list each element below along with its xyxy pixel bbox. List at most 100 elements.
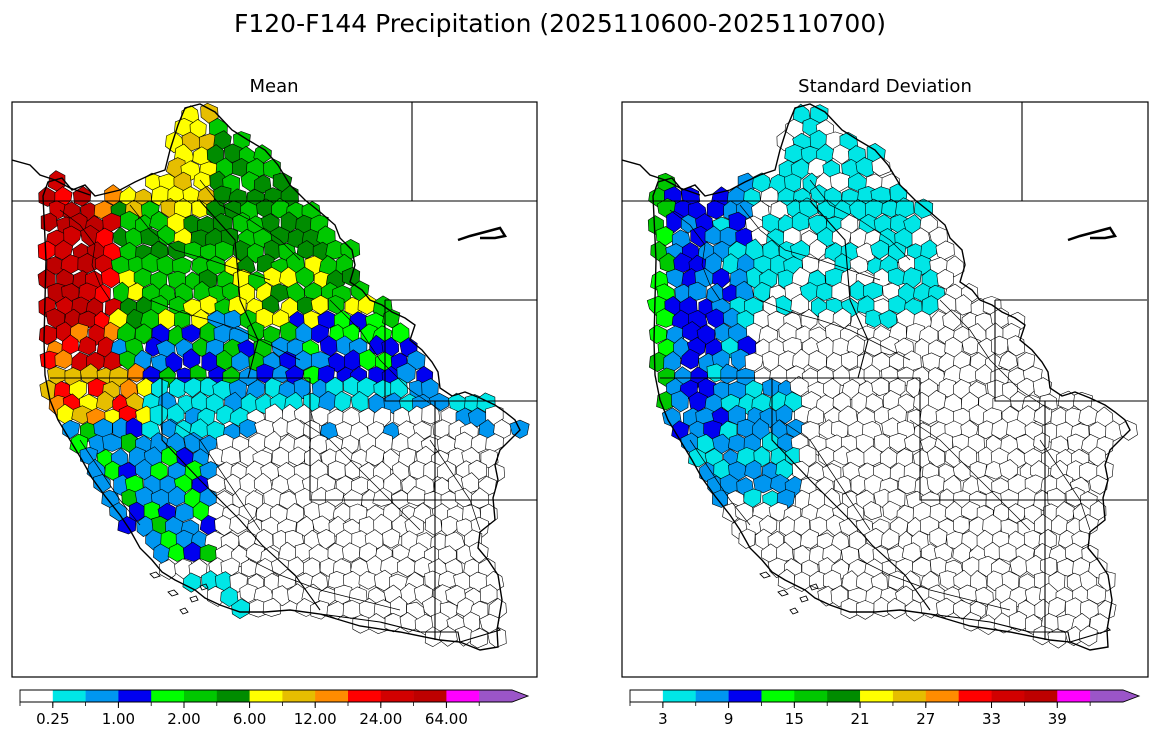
river-line [779, 419, 871, 531]
colorbar-bin [827, 690, 861, 702]
river-line [149, 299, 301, 361]
basin-cell [206, 474, 226, 494]
river-line [329, 299, 441, 411]
basin-cell [127, 282, 145, 302]
colorbar-bin [52, 690, 86, 702]
colorbar-tick-label: 6.00 [233, 710, 266, 728]
basin-cell [1006, 419, 1027, 439]
basin-cell [808, 350, 827, 371]
mean-colorbar: 0.25 1.00 2.00 6.00 12.00 24.00 64.00 [19, 689, 530, 728]
state-boundary [319, 613, 502, 643]
figure-title: F120-F144 Precipitation (2025110600-2025… [234, 9, 886, 38]
stddev-panel-title: Standard Deviation [798, 76, 972, 97]
colorbar-bin [991, 690, 1025, 702]
colorbar-bin [315, 690, 349, 702]
basin-cell [436, 460, 456, 481]
basin-cell [881, 528, 900, 550]
basin-cell [888, 295, 908, 314]
colorbar-tick-label: 1.00 [102, 710, 135, 728]
basin-cell [70, 322, 89, 343]
basin-cell [358, 571, 378, 590]
basin-cell [470, 627, 489, 649]
colorbar-tick-label: 9 [724, 710, 734, 728]
river-line [859, 559, 1011, 611]
colorbar-tick-label: 39 [1048, 710, 1067, 728]
basin-cell [78, 336, 97, 356]
stddev-map [622, 102, 1147, 651]
basin-cell [383, 392, 403, 414]
basin-cell [975, 364, 993, 385]
basin-cell [479, 584, 498, 604]
basin-cell [183, 431, 203, 454]
channel-island [179, 607, 189, 615]
basin-cell [946, 255, 965, 278]
basin-cell [399, 612, 418, 633]
colorbar-bin [860, 690, 894, 702]
lake-superior-shore [1067, 226, 1118, 242]
colorbar-bin [282, 690, 316, 702]
stddev-panel: Standard Deviation 3 9 15 21 27 33 39 [621, 76, 1149, 728]
river-line [79, 439, 141, 526]
basin-cell [863, 501, 882, 521]
basin-cell [54, 349, 74, 369]
colorbar-bin [630, 690, 664, 702]
basin-cell [95, 390, 114, 412]
basin-cell [666, 210, 684, 234]
colorbar-bin [1057, 690, 1091, 702]
river-line [759, 299, 911, 361]
basin-cell [929, 557, 948, 577]
colorbar-bin [118, 690, 152, 702]
basin-cell [871, 377, 890, 397]
channel-island [759, 571, 771, 579]
basin-cell [167, 485, 187, 507]
colorbar-tick-label: 33 [982, 710, 1001, 728]
basin-cell [327, 460, 346, 481]
basin-cell [372, 487, 392, 507]
basin-cell [800, 528, 819, 549]
state-boundary [771, 378, 931, 611]
basin-cell [229, 514, 250, 535]
colorbar-bin [1024, 690, 1058, 702]
colorbar-bin [761, 690, 795, 702]
basin-cell [54, 239, 74, 260]
basin-cell [471, 487, 489, 509]
state-boundary [309, 378, 537, 501]
basin-cell [953, 599, 972, 620]
state-boundary [199, 200, 259, 379]
river-line [59, 209, 111, 301]
colorbar-tick-label: 24.00 [359, 710, 402, 728]
colorbar-bin [380, 690, 414, 702]
vancouver-island-coast [622, 159, 701, 196]
basin-cell [823, 569, 843, 590]
basin-cell [880, 336, 899, 356]
colorbar-bin [695, 690, 729, 702]
basin-cell [231, 351, 250, 372]
river-line [809, 179, 911, 261]
colorbar-tick-label: 2.00 [167, 710, 200, 728]
channel-island [149, 571, 161, 579]
basin-cell [1098, 571, 1116, 592]
lake-superior-shore [457, 226, 508, 242]
mean-panel: Mean 0.25 1.00 2.00 6.00 12.00 24.00 64.00 [11, 76, 538, 728]
channel-island [809, 583, 819, 591]
river-line [1039, 439, 1091, 531]
channel-island [199, 583, 209, 591]
basin-cell [271, 197, 289, 219]
colorbar-outline [629, 689, 1141, 703]
basin-cell [887, 597, 906, 620]
river-line [939, 299, 1051, 411]
basin-cell [914, 254, 933, 276]
basin-cell [863, 445, 883, 466]
colorbar-bin [249, 690, 283, 702]
basin-cell [688, 281, 707, 301]
colorbar-bin [662, 690, 697, 702]
colorbar-bin [151, 690, 185, 702]
basin-cell [382, 528, 401, 549]
colorbar-tick-label: 12.00 [294, 710, 337, 728]
colorbar-bin [20, 690, 54, 702]
channel-island [167, 589, 179, 597]
mean-panel-title: Mean [249, 76, 298, 97]
river-line [169, 419, 261, 531]
basin-cell [1065, 486, 1085, 507]
